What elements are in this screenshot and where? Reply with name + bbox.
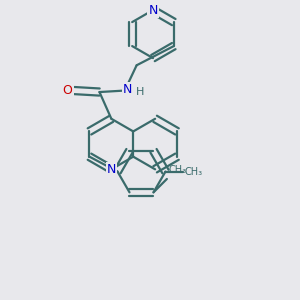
Text: O: O: [63, 84, 73, 97]
Text: CH₃: CH₃: [185, 167, 203, 176]
Text: N: N: [148, 4, 158, 16]
Text: N: N: [107, 163, 116, 176]
Text: N: N: [123, 83, 132, 97]
Text: CH₃: CH₃: [168, 165, 187, 176]
Text: H: H: [136, 87, 144, 97]
